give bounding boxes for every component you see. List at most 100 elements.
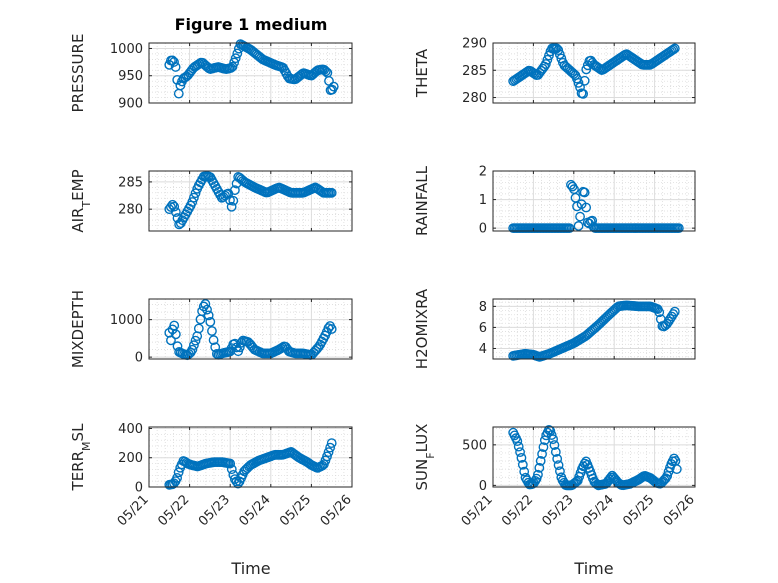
data-point: [323, 447, 334, 458]
y-tick-label: 1: [479, 193, 487, 208]
data-point: [227, 61, 238, 72]
data-point: [669, 306, 680, 317]
x-tick-label: 05/22: [499, 492, 536, 529]
data-point: [229, 57, 240, 68]
data-point: [546, 430, 557, 440]
y-tick-label: 290: [462, 37, 487, 52]
data-point: [230, 185, 240, 196]
plot-area: [493, 171, 695, 231]
data-point: [170, 207, 181, 218]
x-tick-label: 05/26: [661, 492, 698, 529]
data-point: [169, 320, 180, 331]
data-point: [190, 335, 201, 346]
data-point: [322, 451, 332, 462]
data-point: [232, 48, 243, 59]
data-point: [226, 464, 237, 475]
axes-box: [148, 170, 353, 232]
data-point: [575, 211, 585, 222]
data-point: [208, 335, 219, 345]
y-tick-label: 4: [479, 342, 487, 357]
data-point: [233, 478, 243, 489]
axes-box: [492, 170, 696, 232]
data-point: [573, 77, 584, 88]
data-point: [166, 202, 176, 212]
data-point: [605, 472, 616, 483]
panel-5: 4 6 8 H2OMIXRA: [413, 288, 696, 369]
data-point: [581, 64, 592, 75]
data-point: [572, 201, 582, 212]
x-tick-label: 05/24: [580, 492, 617, 529]
x-axis-label-left: Time: [230, 559, 270, 578]
data-point: [326, 438, 337, 448]
data-point: [662, 470, 673, 481]
data-point: [579, 75, 590, 86]
x-tick-label: 05/25: [277, 492, 314, 529]
data-point: [230, 53, 241, 64]
y-tick-label: 1000: [110, 313, 143, 328]
axes-box: [492, 42, 696, 104]
data-point: [172, 472, 183, 483]
x-tick-label: 05/26: [318, 492, 355, 529]
panel-3: 0 1 2 RAINFALL: [413, 165, 696, 237]
x-tick-label: 05/23: [196, 492, 233, 529]
data-point: [538, 442, 549, 453]
x-tick-label: 05/22: [155, 492, 192, 529]
panel-4: 0 1000 MIXDEPTH: [69, 290, 353, 368]
data-point: [549, 440, 560, 450]
data-point: [535, 456, 546, 466]
data-point: [519, 466, 530, 477]
data-point: [515, 447, 525, 458]
data-point: [516, 452, 527, 463]
data-point: [170, 329, 181, 340]
data-point: [555, 466, 565, 477]
data-point: [517, 459, 528, 470]
data-point: [534, 462, 545, 473]
data-point: [313, 342, 324, 352]
y-tick-label: 200: [118, 451, 143, 466]
y-axis-label: THETA: [413, 48, 431, 98]
y-axis-label: SUNFLUX: [413, 424, 437, 491]
data-point: [663, 316, 674, 327]
data-point: [552, 453, 563, 464]
data-point: [530, 475, 541, 486]
panel-6: 0 200 400 TERRMSL 05/21 05/22 05/23 05/24 05/25 0…: [69, 422, 355, 529]
data-point: [202, 304, 212, 315]
data-point: [666, 311, 677, 322]
data-point: [578, 88, 589, 99]
data-point: [326, 187, 337, 198]
panel-0: 900 950 1000 PRESSURE: [69, 34, 353, 113]
axes-box: [148, 298, 353, 360]
y-axis-label: PRESSURE: [69, 34, 87, 113]
y-axis-label: TERRMSL: [69, 423, 93, 492]
x-tick-label: 05/21: [459, 492, 496, 529]
data-point: [205, 316, 216, 327]
data-point: [542, 54, 553, 65]
y-tick-label: 400: [118, 422, 143, 437]
data-point: [512, 436, 523, 447]
data-point: [665, 314, 676, 324]
data-point: [669, 43, 680, 54]
y-tick-label: 0: [479, 479, 487, 494]
x-axis-label-right: Time: [573, 559, 613, 578]
data-point: [187, 344, 198, 355]
data-point: [533, 469, 543, 480]
data-point: [548, 434, 558, 445]
data-point: [553, 45, 564, 56]
data-point: [170, 62, 181, 72]
data-point: [573, 221, 584, 231]
y-tick-label: 6: [479, 321, 487, 336]
x-tick-label: 05/21: [115, 492, 152, 529]
data-point: [203, 310, 214, 321]
y-axis-label: AIRTEMP: [69, 169, 93, 232]
data-point: [540, 59, 551, 69]
data-point: [198, 301, 209, 312]
y-tick-label: 285: [118, 175, 143, 190]
axes-box: [492, 426, 696, 488]
data-point: [189, 340, 199, 351]
y-axis-label: H2OMIXRA: [413, 288, 431, 369]
data-point: [654, 307, 665, 318]
data-point: [225, 458, 236, 469]
data-point: [320, 66, 331, 77]
data-point: [317, 460, 328, 471]
data-point: [668, 309, 679, 319]
